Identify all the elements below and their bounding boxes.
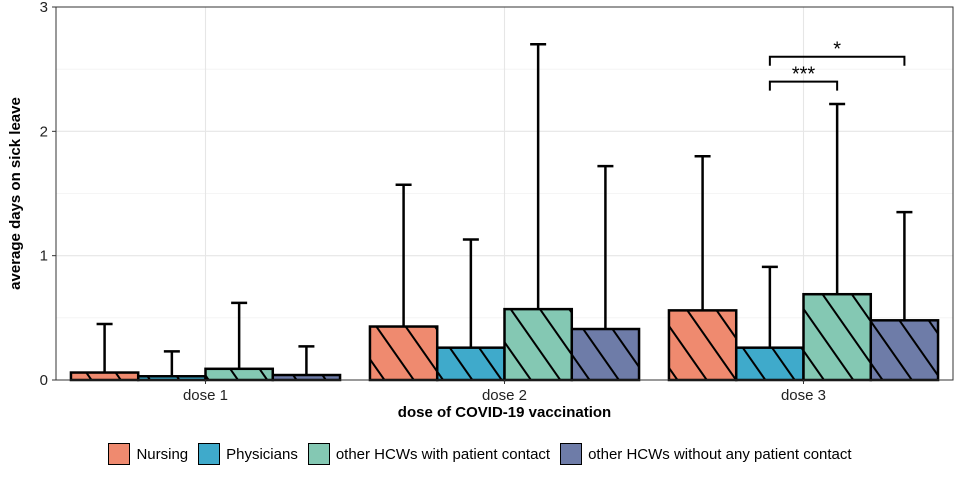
legend-item: other HCWs without any patient contact [560,443,852,465]
legend-label: Physicians [226,445,298,463]
x-tick-label: dose 2 [482,387,527,404]
legend-item: Physicians [198,443,298,465]
bar-hatch-outline [869,319,940,382]
bar-hatch-outline [271,373,342,382]
y-tick-label: 0 [40,372,48,389]
axes: 0 1 2 3 dose 1 dose 2 dose 3 [40,0,826,404]
legend-key [307,443,330,465]
bar-hatch-outline [69,371,140,382]
significance-annotations: **** [768,39,906,91]
legend-key [108,443,131,465]
legend-item: Nursing [108,443,188,465]
significance-label: *** [792,64,816,86]
legend-key [198,443,221,465]
x-axis-title: dose of COVID-19 vaccination [398,404,611,421]
significance-label: * [833,39,841,61]
bars [69,292,940,382]
bar-hatch-outline [570,327,641,382]
legend-label: other HCWs with patient contact [335,445,551,463]
y-tick-label: 2 [40,123,48,140]
error-bars [96,43,913,377]
legend-label: Nursing [136,445,189,463]
bar-hatch-outline [136,375,207,382]
y-tick-label: 3 [40,0,48,16]
legend: Nursing Physicians other HCWs with patient… [0,438,960,470]
y-tick-label: 1 [40,248,48,265]
bar-hatch-outline [667,309,738,382]
bar-hatch-outline [734,346,805,382]
legend-label: other HCWs without any patient contact [588,445,852,463]
bar-hatch-outline [204,367,275,382]
y-axis-title: average days on sick leave [7,97,24,290]
x-tick-label: dose 1 [183,387,228,404]
significance-bracket [768,55,906,66]
significance-bracket [768,80,839,91]
legend-item: other HCWs with patient contact [307,443,551,465]
bar-hatch-outline [368,325,439,382]
bar-hatch-outline [435,346,506,382]
bar-hatch-outline [503,307,574,382]
x-tick-label: dose 3 [781,387,826,404]
legend-key [560,443,583,465]
bar-hatch-outline [802,292,873,382]
